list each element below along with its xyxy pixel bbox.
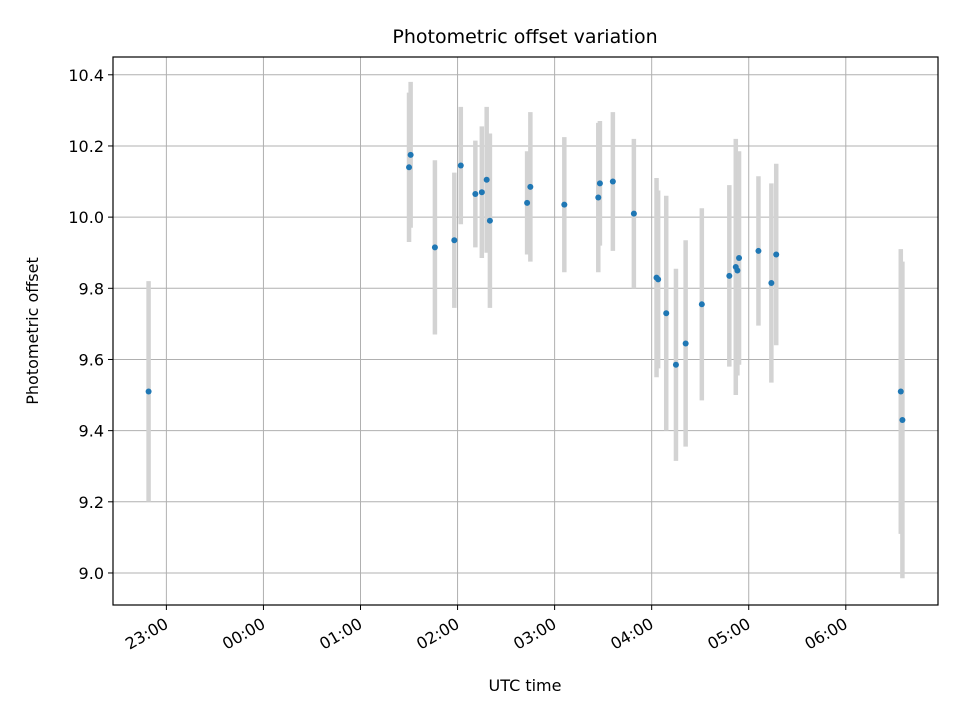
y-axis-ticks: 9.0 9.2 9.4 9.6 9.8 10.0 10.2 10.4 (68, 66, 113, 583)
y-tick-label: 9.6 (79, 350, 104, 369)
data-point (451, 237, 458, 244)
data-point (527, 183, 534, 190)
y-tick-label: 9.4 (79, 422, 104, 441)
data-point (630, 210, 637, 217)
data-point (698, 301, 705, 308)
data-point (472, 191, 479, 197)
data-point (682, 340, 689, 347)
data-point (457, 162, 464, 169)
plot-frame (112, 56, 939, 606)
y-tick-label: 10.2 (68, 137, 104, 156)
y-tick-label: 9.2 (79, 493, 104, 512)
data-point (734, 267, 741, 274)
data-point (726, 272, 733, 279)
data-point (524, 199, 531, 206)
data-point (768, 279, 775, 286)
data-point (755, 247, 762, 254)
data-point (406, 164, 413, 171)
y-tick-label: 9.8 (79, 279, 104, 298)
chart-title: Photometric offset variation (392, 26, 657, 48)
data-point (145, 388, 152, 395)
data-point (478, 189, 485, 196)
data-point (736, 255, 743, 262)
data-point (773, 251, 780, 258)
data-point (899, 416, 906, 423)
data-point (663, 310, 670, 317)
data-point (561, 201, 568, 208)
data-points (145, 151, 906, 423)
data-point (407, 151, 414, 158)
data-point (609, 178, 616, 185)
y-tick-label: 9.0 (79, 564, 104, 583)
data-point (486, 217, 493, 224)
data-point (672, 361, 679, 368)
y-tick-label: 10.4 (68, 66, 104, 85)
y-axis-label: Photometric offset (23, 257, 42, 405)
y-tick-label: 10.0 (68, 208, 104, 227)
data-point (655, 276, 662, 283)
data-point (596, 180, 603, 187)
data-point (595, 194, 602, 201)
data-point (897, 388, 904, 395)
data-point (431, 244, 438, 251)
x-axis-label: UTC time (489, 676, 562, 695)
data-point (483, 176, 490, 183)
